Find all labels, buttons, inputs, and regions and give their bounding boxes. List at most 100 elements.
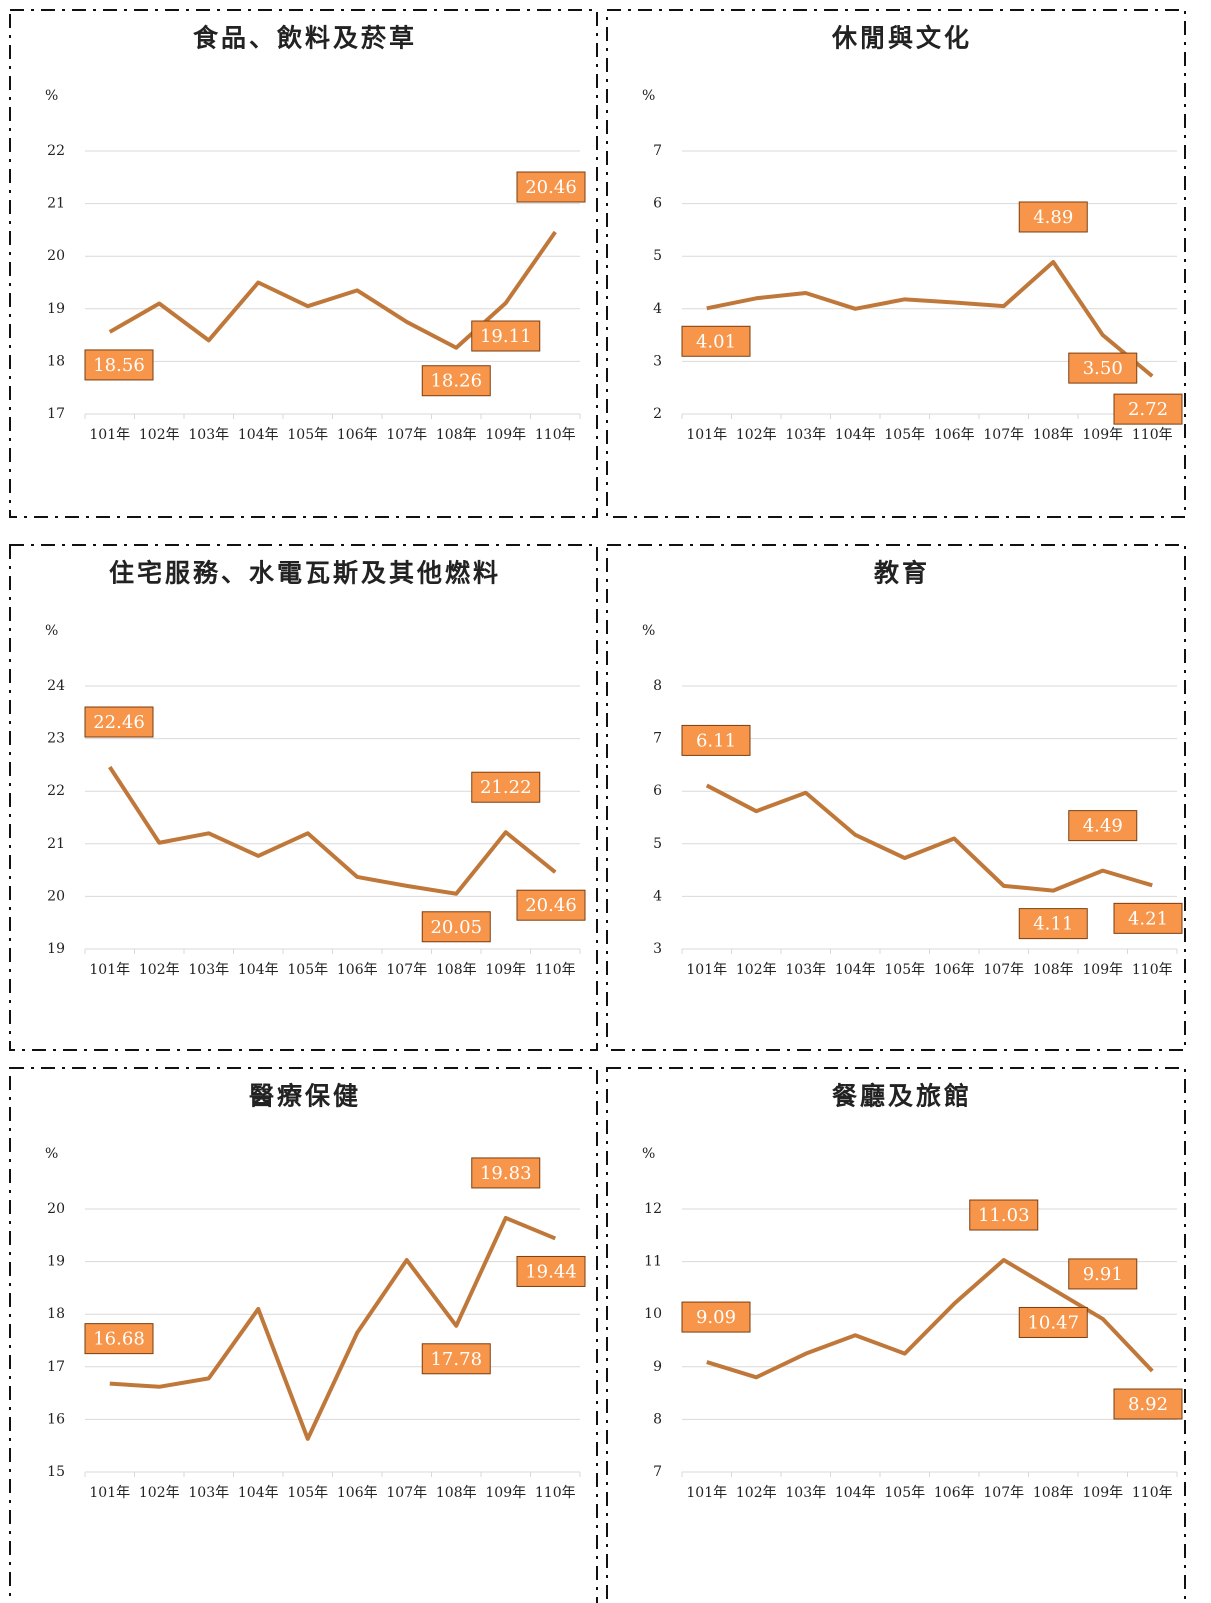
y-tick-label: 17 (47, 406, 65, 422)
x-tick-label: 107年 (386, 1485, 427, 1501)
data-line (108, 765, 557, 896)
x-tick-label: 104年 (238, 962, 279, 978)
x-tick-label: 102年 (139, 427, 180, 443)
value-label-text: 10.47 (1027, 1312, 1079, 1333)
x-tick-label: 109年 (1082, 962, 1123, 978)
value-label: 20.46 (516, 171, 586, 203)
y-axis-label: % (642, 88, 655, 104)
value-label-box (1068, 1258, 1138, 1290)
x-tick-label: 110年 (1132, 1485, 1173, 1501)
value-label-text: 19.44 (525, 1261, 577, 1282)
x-tick-label: 102年 (736, 1485, 777, 1501)
x-tick-label: 106年 (337, 1485, 378, 1501)
y-tick-label: 16 (47, 1411, 65, 1427)
value-label-box (681, 1301, 751, 1333)
panel-border (606, 9, 1186, 518)
value-label-box (1018, 201, 1088, 233)
x-tick-label: 109年 (485, 962, 526, 978)
x-tick-label: 107年 (386, 962, 427, 978)
x-tick-label: 103年 (188, 1485, 229, 1501)
value-label-box (1113, 393, 1183, 425)
value-label-box (421, 1343, 491, 1375)
y-tick-label: 3 (653, 353, 662, 369)
y-tick-label: 22 (47, 143, 65, 159)
x-tick-label: 106年 (337, 962, 378, 978)
value-label-text: 8.92 (1128, 1394, 1168, 1415)
value-label-box (1068, 810, 1138, 842)
value-label-box (516, 171, 586, 203)
y-tick-label: 8 (653, 1411, 662, 1427)
x-tick-label: 106年 (934, 1485, 975, 1501)
value-label-text: 19.11 (480, 326, 532, 347)
x-tick-label: 107年 (983, 1485, 1024, 1501)
x-tick-label: 104年 (835, 1485, 876, 1501)
panel-border (9, 9, 598, 518)
x-tick-label: 110年 (1132, 427, 1173, 443)
x-tick-label: 105年 (884, 1485, 925, 1501)
x-tick-label: 108年 (436, 427, 477, 443)
x-tick-label: 110年 (535, 427, 576, 443)
value-label-text: 22.46 (93, 712, 145, 733)
value-label-box (681, 325, 751, 357)
y-tick-label: 19 (47, 941, 65, 957)
x-tick-label: 108年 (1033, 1485, 1074, 1501)
value-label: 18.56 (84, 349, 154, 381)
x-tick-label: 103年 (785, 427, 826, 443)
x-tick-label: 103年 (188, 962, 229, 978)
value-label-text: 19.83 (480, 1163, 532, 1184)
x-tick-label: 109年 (1082, 1485, 1123, 1501)
value-label-text: 11.03 (978, 1205, 1030, 1226)
value-label: 11.03 (969, 1199, 1039, 1231)
value-label: 19.44 (516, 1255, 586, 1287)
y-tick-label: 18 (47, 1306, 65, 1322)
x-tick-label: 109年 (1082, 427, 1123, 443)
value-label-box (1068, 352, 1138, 384)
value-label: 19.11 (471, 320, 541, 352)
value-label: 6.11 (681, 724, 751, 756)
value-label: 4.21 (1113, 902, 1183, 934)
chart-title: 食品、飲料及菸草 (193, 24, 417, 53)
x-tick-label: 105年 (884, 427, 925, 443)
y-tick-label: 9 (653, 1359, 662, 1375)
value-label-text: 6.11 (696, 730, 736, 751)
y-tick-label: 20 (47, 248, 65, 264)
x-tick-label: 104年 (238, 1485, 279, 1501)
y-tick-label: 3 (653, 941, 662, 957)
value-label: 20.46 (516, 889, 586, 921)
y-tick-label: 5 (653, 248, 662, 264)
y-tick-label: 4 (653, 888, 662, 904)
panel-border (606, 544, 1186, 1051)
data-line (706, 1258, 1154, 1380)
value-label: 9.91 (1068, 1258, 1138, 1290)
value-label-box (84, 1323, 154, 1355)
x-tick-label: 108年 (1033, 427, 1074, 443)
y-tick-label: 4 (653, 301, 662, 317)
x-tick-label: 101年 (686, 1485, 727, 1501)
value-label-text: 21.22 (480, 777, 532, 798)
x-tick-label: 106年 (337, 427, 378, 443)
value-label-text: 4.21 (1128, 908, 1168, 929)
value-label-box (1018, 1306, 1088, 1338)
value-label-box (471, 771, 541, 803)
value-label-text: 18.26 (430, 371, 482, 392)
data-line (706, 259, 1154, 378)
y-tick-label: 2 (653, 406, 662, 422)
value-label-text: 17.78 (430, 1349, 482, 1370)
value-label-box (516, 1255, 586, 1287)
y-axis-label: % (642, 623, 655, 639)
x-tick-label: 101年 (686, 962, 727, 978)
value-label-box (84, 349, 154, 381)
chart-title: 醫療保健 (249, 1082, 361, 1111)
value-label: 8.92 (1113, 1388, 1183, 1420)
y-axis-label: % (642, 1146, 655, 1162)
value-label: 9.09 (681, 1301, 751, 1333)
x-tick-label: 102年 (139, 962, 180, 978)
x-tick-label: 106年 (934, 427, 975, 443)
y-tick-label: 17 (47, 1359, 65, 1375)
data-line (109, 1215, 557, 1441)
value-label-text: 16.68 (93, 1329, 145, 1350)
value-label: 3.50 (1068, 352, 1138, 384)
y-tick-label: 8 (653, 678, 662, 694)
x-tick-label: 102年 (736, 962, 777, 978)
x-tick-label: 108年 (436, 1485, 477, 1501)
